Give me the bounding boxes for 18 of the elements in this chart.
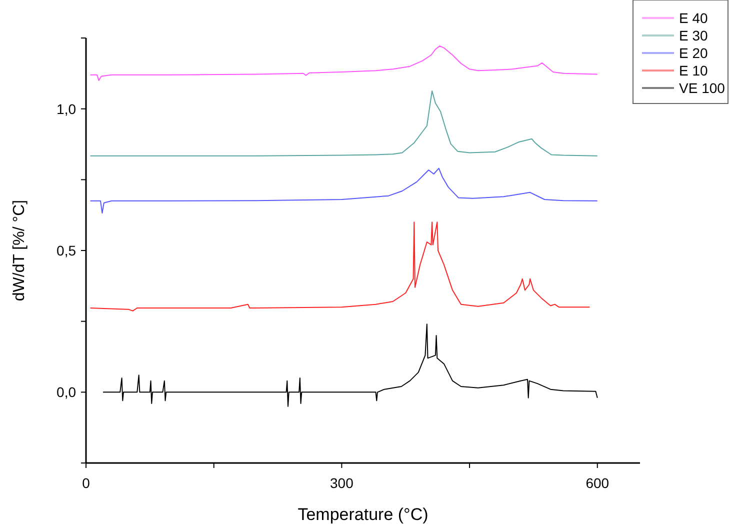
- line-series: [90, 168, 598, 214]
- legend-label: VE 100: [679, 80, 726, 96]
- legend-label: E 20: [679, 45, 708, 61]
- line-series: [90, 90, 598, 156]
- y-tick-label: 0,0: [56, 384, 76, 400]
- y-tick-label: 0,5: [56, 242, 76, 258]
- x-tick-label: 600: [586, 475, 610, 491]
- line-series: [102, 324, 598, 407]
- x-tick-label: 300: [330, 475, 354, 491]
- legend-label: E 10: [679, 62, 708, 78]
- legend-label: E 30: [679, 28, 708, 44]
- line-series: [90, 222, 590, 312]
- legend-label: E 40: [679, 10, 708, 26]
- y-axis-title: dW/dT [%/ °C]: [11, 200, 28, 302]
- x-axis-title: Temperature (°C): [298, 505, 428, 524]
- line-series: [90, 45, 598, 81]
- x-tick-label: 0: [82, 475, 90, 491]
- y-tick-label: 1,0: [56, 100, 76, 117]
